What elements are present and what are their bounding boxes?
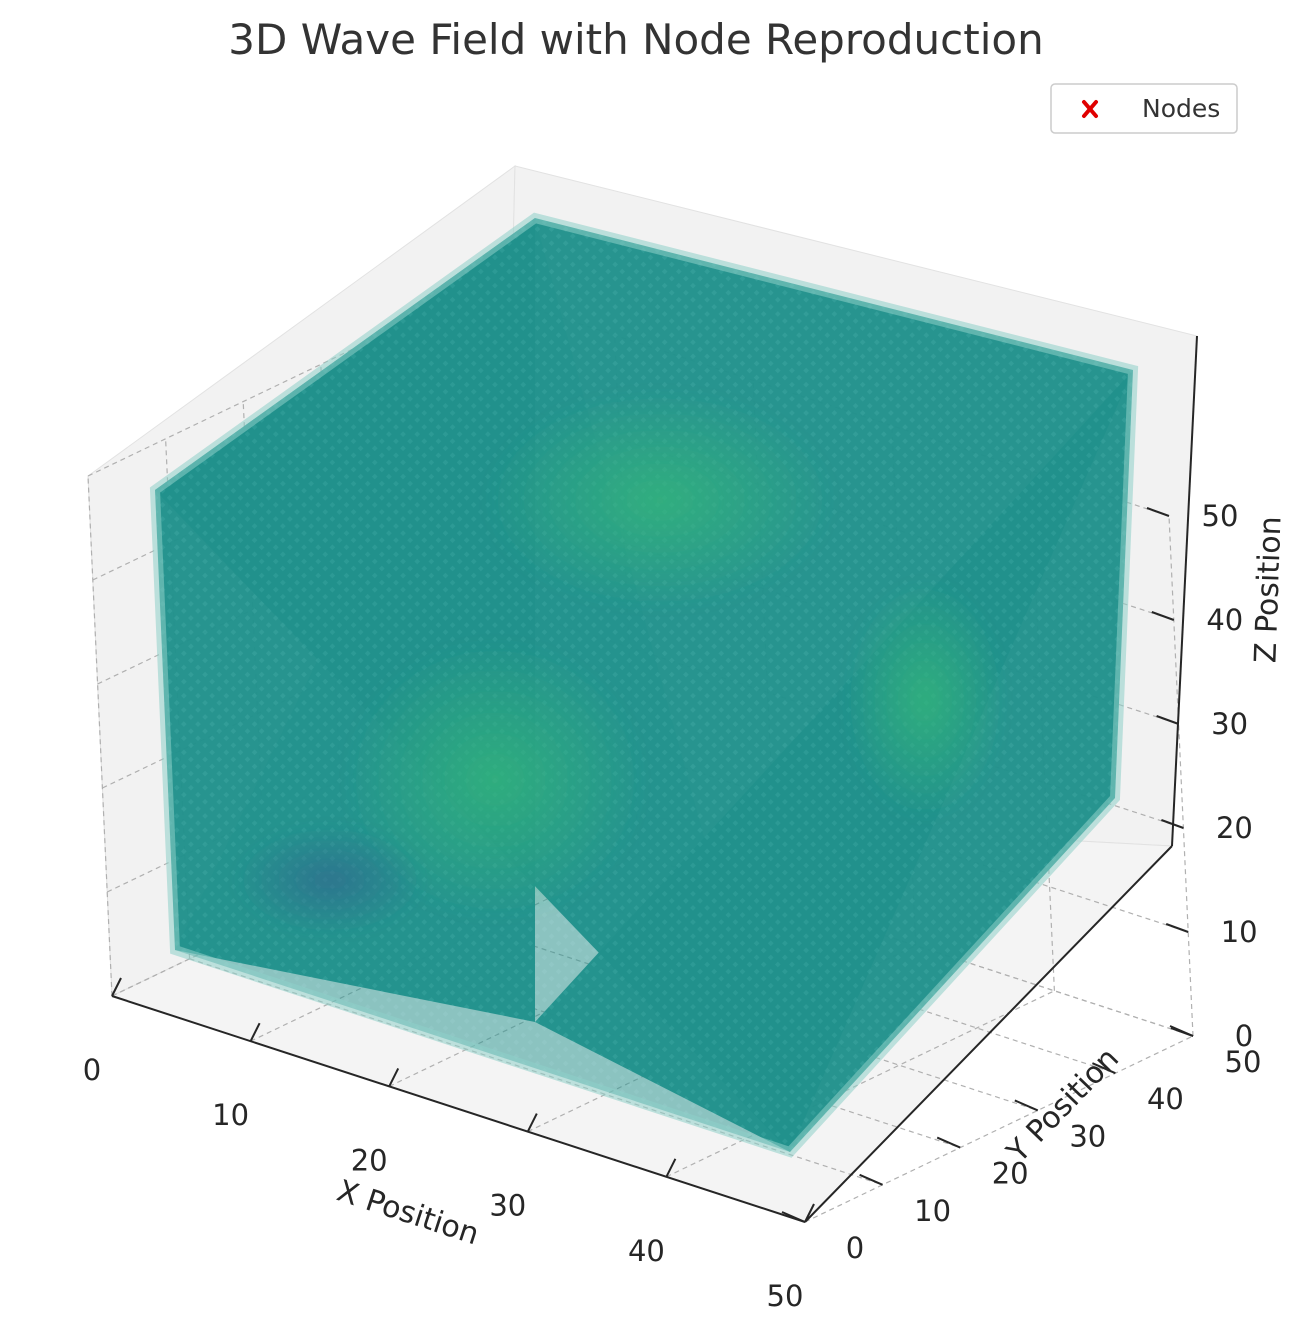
z-tick-mark xyxy=(1156,715,1179,725)
z-tick-label: 50 xyxy=(1202,499,1239,533)
z-tick-label: 20 xyxy=(1216,811,1253,845)
y-tick-mark xyxy=(781,1211,806,1223)
x-tick-label: 40 xyxy=(628,1234,665,1268)
x-tick-label: 20 xyxy=(351,1143,388,1177)
y-tick-mark xyxy=(1014,1099,1039,1112)
y-tick-label: 0 xyxy=(846,1231,864,1265)
z-tick-mark xyxy=(1151,611,1175,621)
z-tick-label: 10 xyxy=(1221,915,1258,949)
y-axis-line xyxy=(804,845,1173,1223)
y-axis-label: Y Position xyxy=(1000,1041,1126,1170)
x-tick-label: 10 xyxy=(212,1098,249,1132)
y-tick-mark xyxy=(1092,1062,1116,1075)
legend-marker-nodes xyxy=(1082,100,1098,118)
x-axis-line xyxy=(111,995,806,1223)
z-tick-mark xyxy=(1146,507,1170,517)
y-tick-label: 30 xyxy=(1069,1119,1106,1153)
wave-field xyxy=(149,212,1139,1158)
z-tick-label: 40 xyxy=(1206,603,1243,637)
y-tick-label: 50 xyxy=(1225,1045,1262,1079)
z-tick-mark xyxy=(1161,819,1184,829)
y-tick-label: 40 xyxy=(1147,1082,1184,1116)
z-tick-mark xyxy=(1165,923,1189,933)
legend-label-nodes: Nodes xyxy=(1142,94,1220,123)
grid-x-back xyxy=(1168,515,1194,1037)
wave-high-center xyxy=(345,640,645,920)
x-tick-mark xyxy=(111,977,122,997)
x-tick-mark xyxy=(249,1022,261,1042)
z-tick-label: 30 xyxy=(1211,707,1248,741)
y-tick-label: 10 xyxy=(914,1194,951,1228)
x-tick-mark xyxy=(804,1203,815,1223)
x-tick-mark xyxy=(665,1158,677,1178)
chart-title: 3D Wave Field with Node Reproduction xyxy=(228,15,1043,64)
y-tick-label: 20 xyxy=(992,1157,1029,1191)
axis-lines xyxy=(111,335,1198,1223)
x-axis-label: X Position xyxy=(333,1174,484,1253)
field-outline xyxy=(149,212,1139,1158)
z-axis-line xyxy=(1171,335,1198,847)
legend-box xyxy=(1050,83,1238,134)
y-tick-mark xyxy=(859,1173,883,1186)
x-tick-mark xyxy=(388,1067,400,1087)
wave-high-right xyxy=(845,580,1005,820)
z-tick-label: 0 xyxy=(1235,1019,1253,1053)
x-tick-mark xyxy=(526,1113,538,1133)
x-tick-label: 0 xyxy=(83,1053,101,1087)
z-tick-mark xyxy=(1170,1027,1194,1037)
legend: Nodes xyxy=(1050,83,1238,134)
wave-low-left xyxy=(235,825,425,935)
x-tick-label: 50 xyxy=(767,1279,804,1313)
y-tick-mark xyxy=(936,1136,961,1149)
z-axis-label: Z Position xyxy=(1248,516,1288,664)
x-tick-label: 30 xyxy=(489,1189,526,1223)
grid-y-side xyxy=(87,475,113,997)
wave-high-top xyxy=(485,390,835,610)
